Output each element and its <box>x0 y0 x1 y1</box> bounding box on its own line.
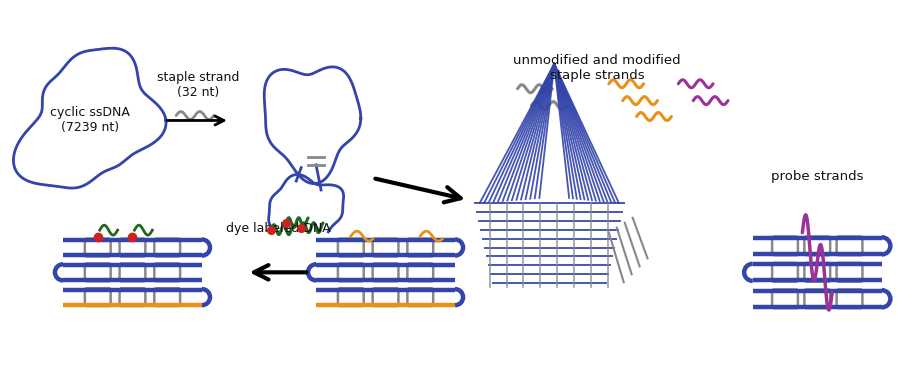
Text: cyclic ssDNA
(7239 nt): cyclic ssDNA (7239 nt) <box>49 106 130 134</box>
FancyBboxPatch shape <box>85 238 111 256</box>
FancyBboxPatch shape <box>338 288 364 306</box>
FancyBboxPatch shape <box>120 288 145 306</box>
FancyBboxPatch shape <box>338 263 364 281</box>
FancyBboxPatch shape <box>155 263 180 281</box>
FancyBboxPatch shape <box>836 237 863 255</box>
Text: dye labeled DNA: dye labeled DNA <box>226 222 330 235</box>
FancyBboxPatch shape <box>804 289 830 308</box>
FancyBboxPatch shape <box>338 238 364 256</box>
FancyBboxPatch shape <box>772 237 798 255</box>
FancyBboxPatch shape <box>155 238 180 256</box>
FancyBboxPatch shape <box>372 288 398 306</box>
FancyBboxPatch shape <box>407 238 433 256</box>
FancyBboxPatch shape <box>85 288 111 306</box>
FancyBboxPatch shape <box>372 238 398 256</box>
FancyBboxPatch shape <box>836 289 863 308</box>
FancyBboxPatch shape <box>120 238 145 256</box>
FancyBboxPatch shape <box>772 289 798 308</box>
FancyBboxPatch shape <box>407 288 433 306</box>
Text: staple strand
(32 nt): staple strand (32 nt) <box>156 71 239 99</box>
FancyBboxPatch shape <box>804 237 830 255</box>
FancyBboxPatch shape <box>155 288 180 306</box>
FancyBboxPatch shape <box>85 263 111 281</box>
FancyBboxPatch shape <box>836 263 863 282</box>
Text: unmodified and modified
staple strands: unmodified and modified staple strands <box>513 54 681 82</box>
Text: probe strands: probe strands <box>771 170 864 183</box>
FancyBboxPatch shape <box>372 263 398 281</box>
FancyBboxPatch shape <box>407 263 433 281</box>
FancyBboxPatch shape <box>772 263 798 282</box>
FancyBboxPatch shape <box>120 263 145 281</box>
FancyBboxPatch shape <box>804 263 830 282</box>
